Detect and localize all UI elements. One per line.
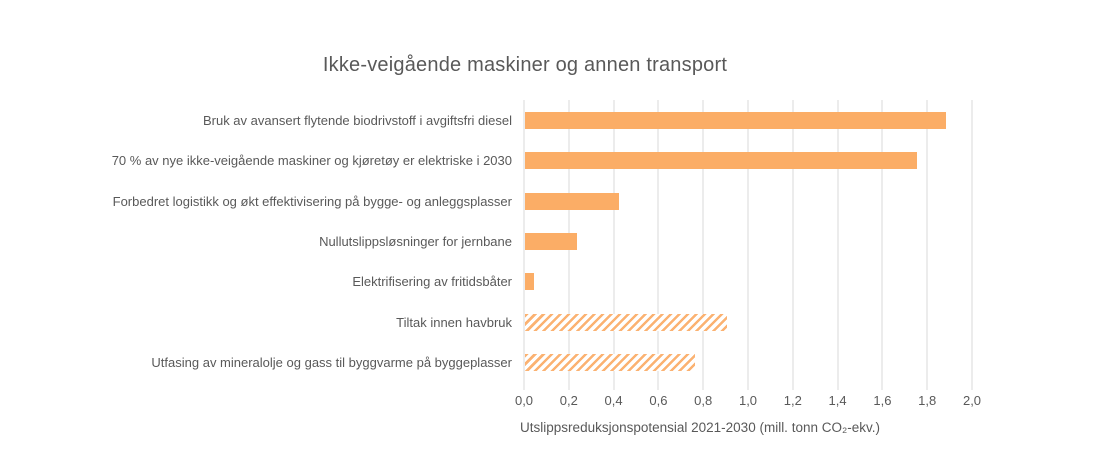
x-tick-label: 0,8 (694, 393, 713, 408)
x-tick-label: 0,2 (559, 393, 578, 408)
category-label: Bruk av avansert flytende biodrivstoff i… (202, 112, 512, 128)
x-tick-label: 1,8 (918, 393, 937, 408)
category-label: Nullutslippsløsninger for jernbane (319, 233, 512, 249)
gridline (747, 100, 749, 390)
bar-solid (525, 152, 917, 170)
bar-solid (525, 192, 620, 210)
gridline (702, 100, 704, 390)
x-tick-label: 1,4 (828, 393, 847, 408)
x-axis-title: Utslippsreduksjonspotensial 2021-2030 (m… (520, 420, 880, 435)
bar-hatched (525, 313, 727, 331)
gridline (837, 100, 839, 390)
x-tick-label: 1,0 (738, 393, 758, 408)
x-tick-label: 2,0 (962, 393, 982, 408)
gridline (523, 100, 525, 390)
category-label: Forbedret logistikk og økt effektiviseri… (112, 193, 512, 209)
bar-solid (525, 111, 947, 129)
category-label: 70 % av nye ikke-veigående maskiner og k… (111, 153, 512, 169)
x-tick-label: 0,6 (649, 393, 668, 408)
bar-hatched (525, 354, 696, 372)
x-tick-label: 1,6 (873, 393, 892, 408)
gridline (881, 100, 883, 390)
category-label: Elektrifisering av fritidsbåter (352, 274, 512, 290)
gridline (792, 100, 794, 390)
gridline (971, 100, 973, 390)
bar-solid (525, 233, 577, 250)
x-tick-label: 0,0 (514, 393, 534, 408)
bar-solid (525, 273, 534, 291)
gridline (926, 100, 928, 390)
category-label: Utfasing av mineralolje og gass til bygg… (151, 355, 512, 371)
x-tick-label: 0,4 (604, 393, 623, 408)
plot-area (523, 100, 973, 390)
gridline (613, 100, 615, 390)
category-labels: Bruk av avansert flytende biodrivstoff i… (0, 100, 512, 383)
x-tick-label: 1,2 (783, 393, 802, 408)
chart-title: Ikke-veigående maskiner og annen transpo… (322, 54, 728, 76)
x-axis-ticks: 0,0 0,2 0,4 0,6 0,8 1,0 1,2 1,4 1,6 1,8 2,0 (515, 393, 981, 409)
category-label: Tiltak innen havbruk (396, 314, 512, 330)
gridline (657, 100, 659, 390)
